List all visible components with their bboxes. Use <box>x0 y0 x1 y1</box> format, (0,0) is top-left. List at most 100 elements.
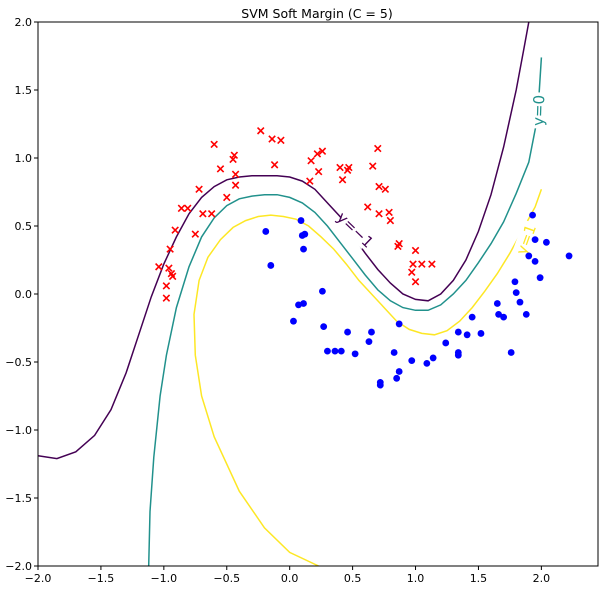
y-tick-label: 1.5 <box>15 84 33 97</box>
x-marker <box>411 246 420 255</box>
contour-label-gap <box>335 211 375 250</box>
x-tick-label: −0.5 <box>213 572 240 585</box>
x-marker <box>155 263 163 271</box>
x-marker <box>230 151 239 160</box>
o-marker <box>267 262 275 269</box>
x-marker <box>395 239 403 248</box>
x-marker <box>306 177 314 185</box>
o-marker <box>301 230 309 238</box>
x-marker <box>207 209 216 218</box>
x-axis: −2.0 −1.5 −1.0 −0.5 0.0 0.5 1.0 1.5 2.0 <box>25 566 550 585</box>
o-marker <box>395 320 403 328</box>
x-marker <box>183 204 192 213</box>
o-marker <box>511 278 519 286</box>
x-marker <box>314 167 323 176</box>
x-marker <box>318 147 327 155</box>
o-marker <box>324 347 331 355</box>
o-marker <box>454 328 462 336</box>
contour-label-gap <box>511 219 541 260</box>
o-marker <box>463 331 471 339</box>
o-marker <box>395 368 403 375</box>
o-marker <box>529 211 536 219</box>
o-marker <box>300 300 307 307</box>
contour-labels: y=−1y=0y=1 <box>333 92 549 260</box>
x-marker <box>177 204 186 213</box>
x-marker <box>256 127 265 135</box>
x-marker <box>345 163 353 172</box>
x-marker <box>199 209 207 218</box>
x-marker <box>418 260 426 268</box>
o-marker <box>351 350 359 358</box>
x-marker <box>168 272 177 281</box>
o-marker <box>319 287 326 295</box>
y-axis: −2.0 −1.5 −1.0 −0.5 0.0 0.5 1.0 1.5 2.0 <box>5 16 38 573</box>
x-tick-label: −2.0 <box>25 572 52 585</box>
o-marker <box>390 349 398 356</box>
o-marker <box>429 354 437 362</box>
y-tick-label: 2.0 <box>15 16 33 29</box>
o-marker <box>442 339 450 347</box>
o-marker <box>531 257 539 265</box>
contour-line-neg1 <box>38 22 530 460</box>
o-marker <box>300 245 307 253</box>
contour-line-pos1 <box>193 189 543 566</box>
o-marker <box>543 238 550 246</box>
x-marker <box>407 268 416 277</box>
x-marker <box>313 150 322 158</box>
o-marker <box>290 317 297 325</box>
o-marker <box>262 228 270 235</box>
o-marker <box>507 349 515 356</box>
contour-label-gap <box>529 92 549 129</box>
y-tick-label: −1.5 <box>5 492 32 505</box>
o-marker <box>500 313 508 321</box>
x-tick-label: 1.0 <box>407 572 425 585</box>
x-marker <box>336 163 344 172</box>
x-marker <box>222 193 231 202</box>
o-marker <box>536 274 544 282</box>
o-marker <box>393 374 401 382</box>
x-marker <box>231 170 240 179</box>
o-marker <box>512 289 520 297</box>
o-marker <box>495 311 502 318</box>
o-marker <box>493 300 501 307</box>
x-marker <box>270 161 279 169</box>
o-marker <box>531 236 539 244</box>
x-marker <box>375 182 383 191</box>
x-marker <box>162 282 171 290</box>
x-marker <box>368 162 377 170</box>
class-x-markers <box>155 127 436 302</box>
x-marker <box>363 203 372 211</box>
class-o-markers <box>262 211 573 389</box>
x-tick-label: −1.5 <box>88 572 115 585</box>
x-tick-label: 1.5 <box>470 572 488 585</box>
o-marker <box>376 381 384 389</box>
o-marker <box>477 330 485 337</box>
o-marker <box>408 357 416 365</box>
x-tick-label: −1.0 <box>150 572 177 585</box>
x-marker <box>166 245 174 253</box>
o-marker <box>365 338 373 345</box>
x-marker <box>210 140 218 149</box>
x-marker <box>165 264 173 272</box>
x-marker <box>307 156 315 165</box>
o-marker <box>331 347 339 355</box>
x-marker <box>268 135 276 143</box>
o-marker <box>368 328 375 336</box>
o-marker <box>468 313 476 321</box>
chart-title: SVM Soft Margin (C = 5) <box>241 6 392 21</box>
x-marker <box>338 175 347 184</box>
x-marker <box>171 226 179 234</box>
o-marker <box>516 298 524 306</box>
x-marker <box>381 185 390 194</box>
y-tick-label: −1.0 <box>5 424 32 437</box>
x-marker <box>409 260 417 268</box>
x-marker <box>428 260 436 268</box>
x-marker <box>216 165 225 173</box>
o-marker <box>565 252 573 260</box>
contour-label-zero: y=0 <box>529 95 548 127</box>
x-marker <box>375 209 383 218</box>
o-marker <box>423 359 431 367</box>
x-tick-label: 0.0 <box>281 572 299 585</box>
x-marker <box>277 136 285 145</box>
